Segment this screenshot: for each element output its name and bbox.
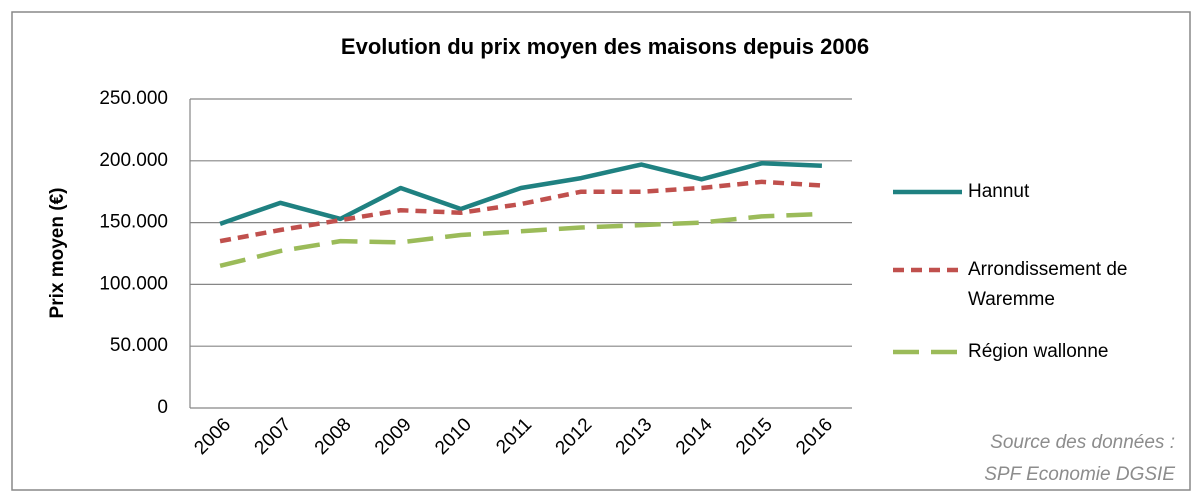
y-tick-label: 250.000 xyxy=(99,88,168,109)
y-tick-label: 150.000 xyxy=(99,212,168,233)
series-line xyxy=(219,179,823,244)
y-tick-label: 50.000 xyxy=(110,335,168,356)
legend-label: Arrondissement de Waremme xyxy=(968,259,1128,310)
y-tick-label: 0 xyxy=(157,397,168,418)
source-note: SPF Economie DGSIE xyxy=(984,464,1175,485)
chart-title: Evolution du prix moyen des maisons depu… xyxy=(341,34,869,59)
legend-label: Hannut xyxy=(968,181,1030,202)
series-line xyxy=(219,161,823,226)
y-tick-label: 100.000 xyxy=(99,273,168,294)
series-line xyxy=(219,211,823,269)
legend-label: Région wallonne xyxy=(968,341,1109,362)
y-tick-label: 200.000 xyxy=(99,150,168,171)
source-note: Source des données : xyxy=(990,432,1175,453)
chart-border xyxy=(11,11,1191,491)
y-axis-title: Prix moyen (€) xyxy=(47,188,68,319)
